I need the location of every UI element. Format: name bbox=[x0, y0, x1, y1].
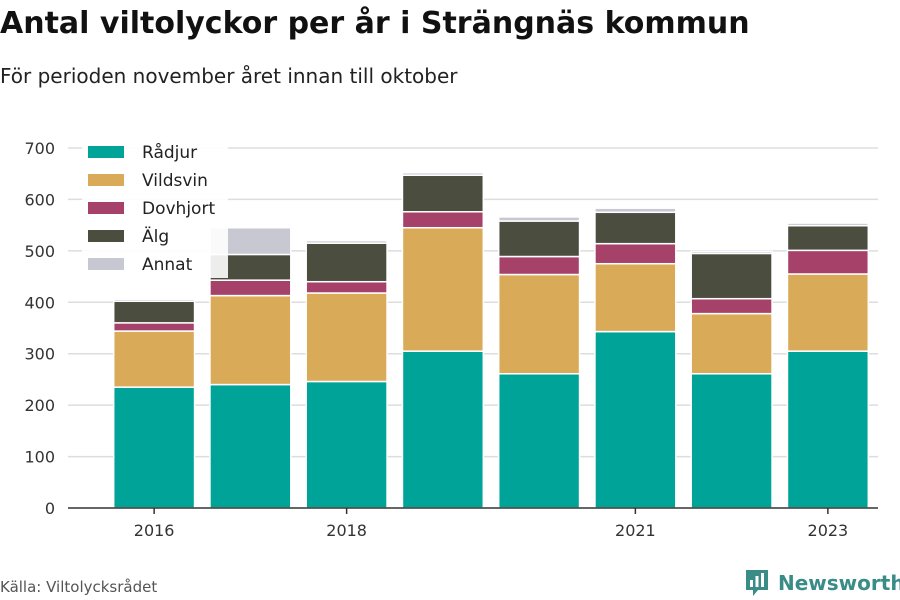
bar-segment bbox=[786, 222, 870, 227]
bar-segment bbox=[786, 273, 870, 352]
bar-segment bbox=[305, 239, 388, 244]
legend-label: Vildsvin bbox=[142, 171, 208, 191]
chart-subtitle: För perioden november året innan till ok… bbox=[0, 64, 458, 88]
bar-segment bbox=[112, 300, 196, 324]
bar-segment bbox=[112, 322, 196, 332]
bar-segment bbox=[594, 211, 677, 245]
bar-segment bbox=[497, 255, 581, 276]
bar-segment bbox=[690, 252, 773, 300]
bar-segment bbox=[497, 373, 581, 509]
bar-segment bbox=[497, 273, 581, 375]
bar-segment bbox=[497, 220, 581, 258]
stacked-bar-chart: 0 100 200 300 400 500 600 700 2016 2018 2021 2023 R… bbox=[24, 136, 878, 540]
legend-swatch bbox=[88, 174, 124, 186]
bar-segment bbox=[112, 330, 196, 388]
bar-segment bbox=[401, 350, 485, 509]
x-tick-label: 2023 bbox=[808, 521, 849, 540]
legend-label: Annat bbox=[142, 255, 193, 275]
legend-swatch bbox=[88, 230, 124, 242]
bar-segment bbox=[594, 207, 677, 214]
bar-segment bbox=[786, 249, 870, 275]
bar-segment bbox=[112, 298, 196, 303]
bar-segment bbox=[305, 242, 388, 283]
chart-title: Antal viltolyckor per år i Strängnäs kom… bbox=[0, 6, 750, 41]
y-tick-label: 600 bbox=[24, 190, 55, 209]
bar-segment bbox=[690, 297, 773, 315]
y-tick-label: 400 bbox=[24, 293, 55, 312]
bar-segment bbox=[594, 262, 677, 333]
legend-swatch bbox=[88, 146, 124, 158]
bar-segment bbox=[401, 226, 485, 352]
bar-segment bbox=[786, 224, 870, 252]
newsworthy-logo-icon bbox=[746, 570, 768, 596]
bar-segment bbox=[594, 330, 677, 509]
bar-segment bbox=[305, 380, 388, 509]
y-tick-label: 300 bbox=[24, 345, 55, 364]
brand-name: Newsworthy bbox=[778, 571, 900, 595]
y-tick-label: 700 bbox=[24, 139, 55, 158]
y-tick-label: 100 bbox=[24, 448, 55, 467]
y-tick-label: 0 bbox=[45, 499, 55, 518]
bar-segment bbox=[401, 174, 485, 213]
bar-segment bbox=[497, 216, 581, 222]
bar-segment bbox=[594, 242, 677, 265]
x-tick-label: 2018 bbox=[326, 521, 367, 540]
legend-label: Älg bbox=[142, 226, 169, 247]
legend-label: Rådjur bbox=[142, 142, 197, 163]
legend: Rådjur Vildsvin Dovhjort Älg Annat bbox=[82, 136, 228, 278]
bars bbox=[112, 171, 870, 509]
y-tick-label: 500 bbox=[24, 242, 55, 261]
bar-segment bbox=[305, 280, 388, 294]
bar-segment bbox=[401, 211, 485, 229]
x-tick-label: 2016 bbox=[134, 521, 175, 540]
bar-segment bbox=[209, 279, 292, 297]
brand-logo[interactable]: Newsworthy bbox=[744, 568, 900, 598]
bar-segment bbox=[112, 386, 196, 509]
bar-segment bbox=[690, 373, 773, 509]
axes: 0 100 200 300 400 500 600 700 2016 2018 2021 2023 bbox=[24, 139, 878, 540]
x-tick-label: 2021 bbox=[615, 521, 656, 540]
y-tick-label: 200 bbox=[24, 396, 55, 415]
source-note: Källa: Viltolycksrådet bbox=[0, 578, 158, 596]
bar-segment bbox=[401, 171, 485, 177]
bar-segment bbox=[690, 312, 773, 375]
bar-segment bbox=[690, 250, 773, 255]
bar-segment bbox=[305, 292, 388, 383]
bar-segment bbox=[786, 350, 870, 509]
legend-swatch bbox=[88, 258, 124, 270]
bar-segment bbox=[209, 294, 292, 386]
legend-label: Dovhjort bbox=[142, 199, 215, 219]
bar-segment bbox=[209, 383, 292, 509]
legend-swatch bbox=[88, 202, 124, 214]
